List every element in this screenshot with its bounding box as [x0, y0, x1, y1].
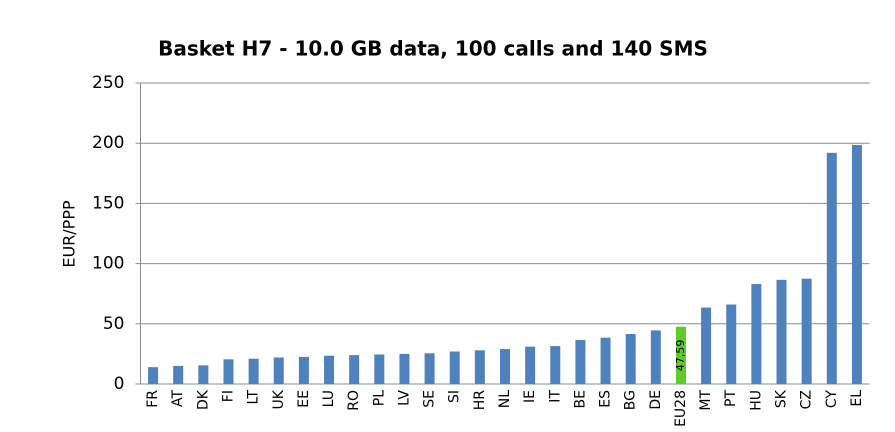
x-tick-label: ES: [598, 390, 614, 408]
bar: [801, 278, 812, 384]
x-tick-label: FI: [220, 390, 236, 402]
value-label: 47,59: [674, 340, 687, 372]
x-tick-label: PT: [723, 390, 739, 407]
x-tick-label: HR: [472, 390, 488, 411]
bar: [374, 354, 385, 384]
bar: [575, 340, 586, 384]
y-tick-label: 150: [92, 193, 124, 213]
x-tick-label: LV: [396, 390, 412, 406]
bar: [701, 307, 712, 384]
x-tick-label: SI: [447, 390, 463, 403]
bar: [650, 330, 661, 384]
x-tick-label: IT: [547, 390, 563, 403]
x-tick-label: EE: [296, 390, 312, 408]
chart-title: Basket H7 - 10.0 GB data, 100 calls and …: [158, 37, 708, 61]
bar: [349, 355, 360, 384]
y-axis-title: EUR/PPP: [60, 200, 79, 268]
bar: [751, 284, 762, 384]
bar: [474, 350, 485, 384]
x-tick-label: LU: [321, 390, 337, 407]
bar: [851, 145, 862, 384]
x-tick-label: DK: [195, 389, 211, 410]
bar: [148, 367, 159, 384]
bar: [776, 279, 787, 384]
bar: [600, 337, 611, 384]
x-tick-label: AT: [170, 390, 186, 407]
x-tick-label: SK: [774, 389, 790, 408]
y-tick-label: 50: [103, 314, 125, 334]
bar: [424, 353, 435, 384]
bar: [248, 358, 259, 384]
x-tick-label: CZ: [799, 390, 815, 409]
x-tick-label: PL: [371, 390, 387, 406]
bar: [525, 346, 536, 384]
x-tick-label: EL: [849, 390, 865, 407]
x-tick-label: CY: [824, 390, 840, 409]
x-tick-label: BE: [572, 390, 588, 408]
y-tick-label: 0: [114, 374, 125, 394]
y-tick-label: 250: [92, 73, 124, 93]
bar: [625, 334, 636, 384]
bar: [298, 356, 309, 384]
x-tick-label: EU28: [673, 390, 689, 427]
x-tick-label: BG: [623, 390, 639, 410]
bar: [449, 351, 460, 384]
bar: [399, 353, 410, 384]
x-tick-label: HU: [748, 390, 764, 411]
y-tick-label: 200: [92, 133, 124, 153]
bar: [324, 355, 335, 384]
x-tick-label: MT: [698, 390, 714, 411]
bar: [198, 365, 209, 384]
bar: [500, 349, 510, 384]
x-tick-label: NL: [497, 390, 513, 408]
x-tick-label: SE: [422, 390, 438, 408]
bar: [826, 152, 837, 384]
x-tick-label: UK: [271, 389, 287, 409]
x-tick-label: LT: [246, 390, 262, 405]
bar: [550, 346, 561, 384]
y-tick-label: 100: [92, 254, 124, 274]
bar: [726, 304, 737, 384]
x-tick-label: RO: [346, 390, 362, 411]
x-tick-label: DE: [648, 390, 664, 410]
x-tick-label: IE: [522, 390, 538, 403]
bar: [173, 365, 184, 384]
x-tick-label: FR: [145, 390, 161, 408]
bar: [675, 326, 686, 384]
bar: [223, 359, 234, 384]
bar: [273, 357, 284, 384]
